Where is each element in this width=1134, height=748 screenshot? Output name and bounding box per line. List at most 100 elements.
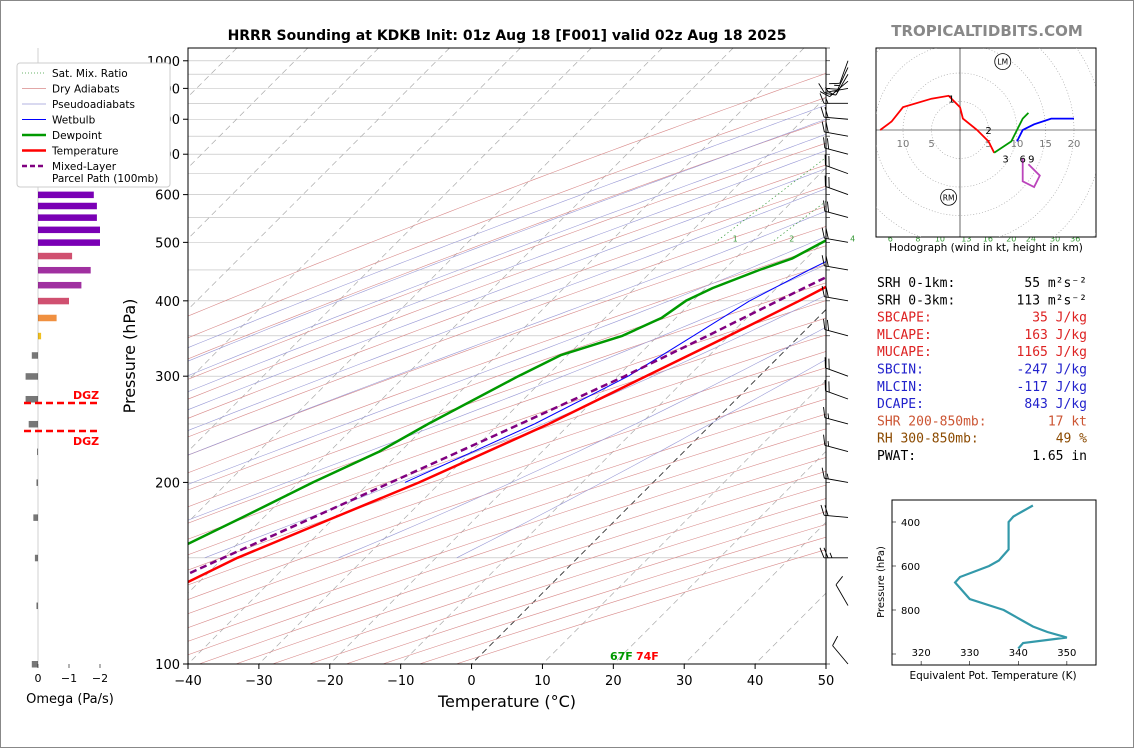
isotherm — [188, 48, 592, 452]
index-value: 1165 J/kg — [1017, 345, 1087, 360]
mixing-ratio-label: 2 — [789, 234, 794, 243]
dry-adiabat — [188, 317, 826, 540]
omega-axis-label: Omega (Pa/s) — [26, 692, 114, 707]
y-tick-label: 600 — [155, 189, 180, 204]
surface-temperature-label: 74F — [636, 650, 659, 663]
dry-adiabat — [188, 245, 826, 474]
legend-label: Pseudoadiabats — [52, 99, 135, 111]
index-value: 35 J/kg — [1032, 311, 1087, 326]
dry-adiabat — [188, 367, 826, 586]
wind-barb — [824, 154, 849, 175]
dry-adiabat — [188, 73, 826, 317]
legend-label: Temperature — [51, 146, 119, 158]
hodo-trace — [1016, 117, 1074, 142]
hodo-storm-marker — [994, 53, 1012, 70]
dry-adiabat — [188, 164, 826, 400]
mixing-ratio-label: 10 — [935, 234, 945, 243]
dry-adiabat — [188, 398, 826, 615]
isotherm — [188, 48, 734, 594]
omega-bar — [33, 514, 38, 521]
dry-adiabat — [188, 226, 826, 456]
index-value: 843 J/kg — [1024, 397, 1087, 412]
isotherm — [188, 48, 663, 523]
isotherm — [188, 48, 379, 240]
hodo-height-label: 9 — [1028, 155, 1034, 166]
wind-barb — [823, 137, 849, 155]
theta-e-x-label: Equivalent Pot. Temperature (K) — [909, 670, 1076, 682]
pseudoadiabat — [188, 210, 826, 456]
y-tick-label: 300 — [155, 370, 180, 385]
hodo-ring-label: 10 — [1011, 139, 1024, 150]
omega-bar — [38, 314, 57, 322]
hodo-marker-label: RM — [943, 193, 955, 202]
pseudoadiabat — [188, 133, 826, 377]
surface-dewpoint-label: 67F — [610, 650, 633, 663]
hodo-height-label: 1 — [948, 95, 954, 106]
mixing-ratio-label: 24 — [1026, 234, 1036, 243]
omega-bar — [38, 297, 69, 305]
wind-barb — [823, 200, 849, 218]
x-tick-label: 20 — [605, 674, 622, 689]
skewt-plot: 1002003004005006007008009001000 −40−30−2… — [120, 47, 1080, 711]
omega-bar — [37, 448, 38, 456]
mixing-ratio-label: 8 — [915, 234, 920, 243]
x-tick-label: −10 — [387, 674, 414, 689]
isotherm — [613, 450, 826, 664]
wind-barb — [821, 286, 849, 302]
index-label: DCAPE: — [877, 397, 924, 412]
skewt-legend: Sat. Mix. Ratio Dry Adiabats Pseudoadiabat… — [16, 62, 171, 188]
index-label: SHR 200-850mb: — [877, 414, 987, 429]
pseudoadiabat — [204, 294, 826, 559]
wind-barb — [820, 106, 849, 120]
x-tick-label: 0 — [467, 674, 475, 689]
hodo-storm-marker — [940, 188, 957, 206]
wind-barb — [832, 635, 849, 665]
omega-bar — [25, 373, 38, 380]
omega-bar — [31, 352, 38, 359]
x-tick-label: −20 — [316, 674, 343, 689]
dry-adiabat — [188, 206, 826, 438]
hodo-trace — [1021, 158, 1041, 189]
x-tick-label: 40 — [747, 674, 764, 689]
theta-e-y-tick-label: 800 — [901, 606, 920, 617]
x-tick-label: −40 — [174, 674, 201, 689]
wind-barb — [827, 67, 849, 90]
omega-tick-label: 0 — [35, 672, 42, 685]
omega-bar — [38, 332, 42, 340]
omega-bar — [38, 191, 94, 199]
legend-label: Dry Adiabats — [52, 84, 120, 96]
theta-e-x-tick-label: 350 — [1057, 648, 1076, 659]
indices-table: SRH 0-1km: 55 m²s⁻² SRH 0-3km: 113 m²s⁻² SBC… — [877, 276, 1087, 464]
theta-e-line — [953, 504, 1068, 650]
omega-bar — [38, 202, 97, 210]
mixing-ratio-label: 30 — [1050, 234, 1060, 243]
omega-bar — [38, 214, 97, 221]
isotherm — [188, 48, 521, 381]
hodo-height-label: 2 — [985, 126, 991, 137]
dry-adiabat — [188, 120, 826, 360]
omega-tick-label: −1 — [61, 672, 77, 685]
isotherm — [471, 308, 826, 664]
hodo-trace — [993, 112, 1030, 154]
pseudoadiabat — [188, 168, 826, 411]
omega-bar — [38, 252, 73, 260]
wind-barb — [820, 504, 849, 518]
index-value: 49 % — [1056, 432, 1087, 447]
wind-barb — [823, 434, 849, 452]
pseudoadiabat — [188, 118, 826, 362]
theta-e-panel: 320 330 340 350 400 600 800 Equivalent Pot. Te… — [876, 499, 1097, 682]
pseudoadiabat — [188, 188, 826, 431]
wind-barb — [821, 227, 849, 243]
legend-label: Mixed-Layer Parcel Path (100mb) — [52, 161, 158, 185]
y-tick-label: 100 — [155, 658, 180, 673]
hodo-ring-label: 5 — [928, 139, 934, 150]
legend-label: Wetbulb — [52, 115, 96, 127]
x-tick-label: 30 — [676, 674, 693, 689]
theta-e-y-tick-label: 400 — [901, 518, 920, 529]
dry-adiabat — [188, 264, 826, 491]
dry-adiabat — [188, 185, 826, 419]
theta-e-x-tick-label: 320 — [912, 648, 931, 659]
theta-e-y-tick-label: 600 — [901, 562, 920, 573]
hodo-marker-label: LM — [997, 58, 1008, 67]
